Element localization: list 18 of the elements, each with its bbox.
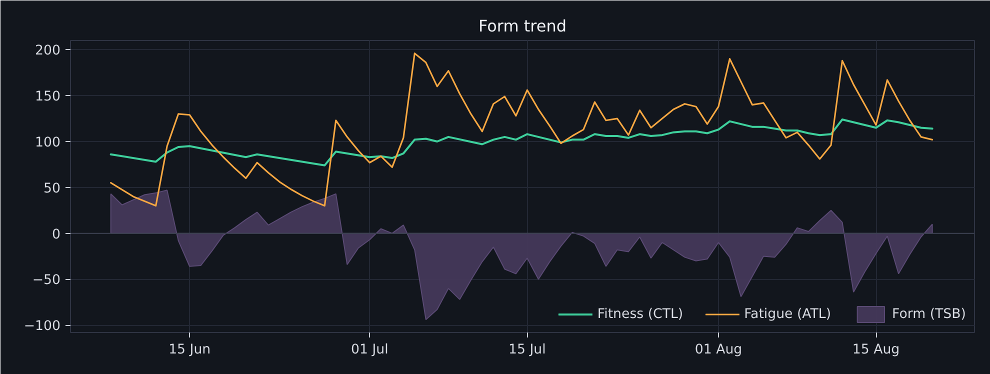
y-tick-label: 100 <box>35 136 61 151</box>
legend-label: Fatigue (ATL) <box>744 306 832 322</box>
legend-label: Form (TSB) <box>892 306 966 322</box>
legend-label: Fitness (CTL) <box>597 306 684 322</box>
y-tick-label: 150 <box>35 90 61 105</box>
y-tick-label: −100 <box>24 319 61 334</box>
x-tick-label: 01 Aug <box>694 342 742 358</box>
x-tick-label: 15 Jun <box>168 342 211 358</box>
x-tick-label: 01 Jul <box>351 342 388 358</box>
x-tick-label: 15 Jul <box>508 342 546 358</box>
x-tick-label: 15 Aug <box>852 342 900 358</box>
y-tick-label: 0 <box>52 227 61 242</box>
y-tick-label: 50 <box>44 181 61 196</box>
line-series <box>110 52 934 207</box>
y-tick-label: 200 <box>35 44 61 59</box>
y-tick-label: −50 <box>32 273 61 288</box>
line-series <box>110 118 934 166</box>
chart-title: Form trend <box>478 16 567 36</box>
